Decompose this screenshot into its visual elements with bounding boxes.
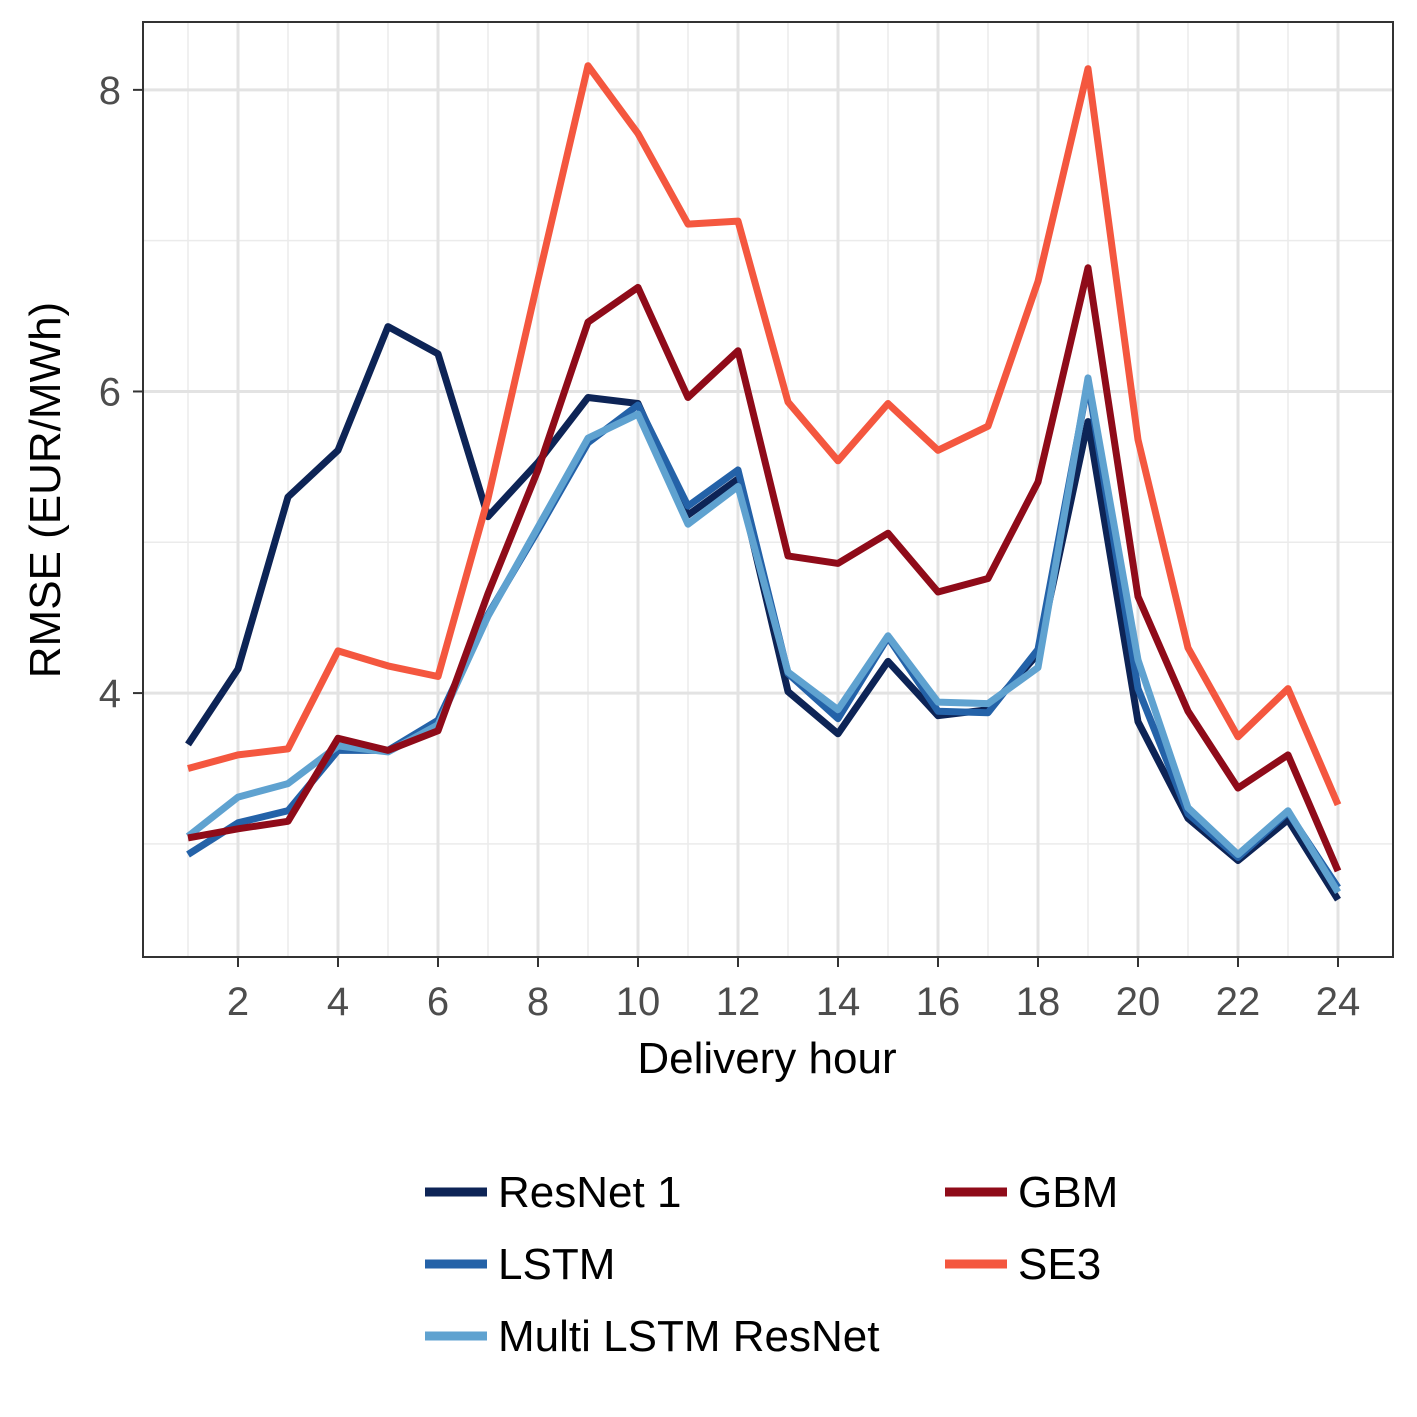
y-tick-label: 6 [99,370,121,414]
legend-item: GBM [945,1168,1118,1217]
series-line-gbm [187,264,1342,873]
legend-label: LSTM [498,1240,615,1289]
legend-item: Multi LSTM ResNet [425,1312,879,1361]
x-tick-label: 22 [1216,980,1261,1024]
legend-item: LSTM [425,1240,615,1289]
x-tick-label: 10 [616,980,661,1024]
legend-label: ResNet 1 [498,1168,681,1217]
y-axis: 4 6 8 [99,69,143,716]
y-tick-label: 4 [99,672,121,716]
y-axis-title: RMSE (EUR/MWh) [21,302,70,678]
x-tick-label: 14 [816,980,861,1024]
y-tick-label: 8 [99,69,121,113]
plot-panel-border [142,21,1394,958]
legend-item: ResNet 1 [425,1168,681,1217]
legend-label: Multi LSTM ResNet [498,1312,879,1361]
x-tick-label: 20 [1116,980,1161,1024]
legend-label: SE3 [1018,1240,1101,1289]
series-line-se3 [187,62,1342,807]
legend: ResNet 1 LSTM Multi LSTM ResNet GBM SE3 [425,1168,1118,1361]
legend-item: SE3 [945,1240,1101,1289]
x-axis-title: Delivery hour [637,1034,896,1083]
x-tick-label: 8 [527,980,549,1024]
x-tick-label: 24 [1316,980,1361,1024]
x-tick-label: 2 [227,980,249,1024]
x-tick-label: 12 [716,980,761,1024]
x-tick-label: 16 [916,980,961,1024]
major-gridlines [143,22,1393,957]
x-tick-label: 4 [327,980,349,1024]
x-axis: 2 4 6 8 10 12 14 16 18 20 22 24 [227,957,1360,1024]
x-tick-label: 18 [1016,980,1061,1024]
series-lines [185,62,1342,902]
legend-label: GBM [1018,1168,1118,1217]
x-tick-label: 6 [427,980,449,1024]
